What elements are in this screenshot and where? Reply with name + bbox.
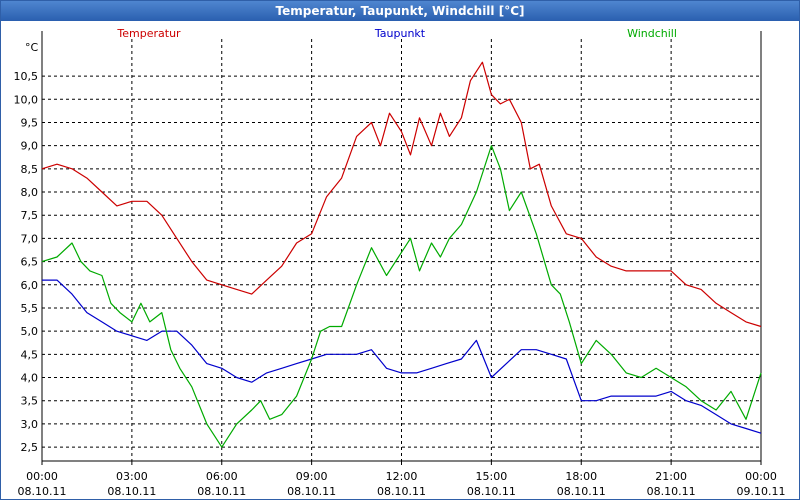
x-tick-time: 15:00: [476, 470, 508, 483]
x-tick-date: 08.10.11: [197, 485, 246, 498]
y-tick-label: 8,0: [21, 186, 39, 199]
x-tick-date: 09.10.11: [737, 485, 786, 498]
x-tick-time: 06:00: [206, 470, 238, 483]
x-tick-date: 08.10.11: [647, 485, 696, 498]
legend: Temperatur Taupunkt Windchill: [116, 27, 677, 40]
x-tick-time: 09:00: [296, 470, 328, 483]
y-tick-label: 9,5: [21, 116, 39, 129]
x-tick-time: 21:00: [655, 470, 687, 483]
y-tick-label: 6,5: [21, 256, 39, 269]
x-tick-date: 08.10.11: [18, 485, 67, 498]
axes: [41, 31, 762, 465]
y-tick-label: 6,0: [21, 279, 39, 292]
y-tick-label: 10,0: [14, 93, 39, 106]
grid-lines: [42, 39, 761, 461]
series-line-taupunkt: [42, 279, 762, 434]
y-tick-label: 5,5: [21, 302, 39, 315]
x-tick-time: 18:00: [565, 470, 597, 483]
y-tick-label: 10,5: [14, 70, 39, 83]
x-tick-date: 08.10.11: [467, 485, 516, 498]
x-tick-date: 08.10.11: [107, 485, 156, 498]
y-tick-label: 3,0: [21, 418, 39, 431]
y-tick-label: 4,5: [21, 348, 39, 361]
series-lines: [41, 61, 762, 448]
y-tick-label: 2,5: [21, 441, 39, 454]
x-tick-time: 00:00: [26, 470, 58, 483]
series-line-windchill: [41, 145, 762, 448]
chart-title: Temperatur, Taupunkt, Windchill [°C]: [1, 1, 799, 21]
y-axis-unit: °C: [25, 41, 39, 54]
y-tick-label: 7,5: [21, 209, 39, 222]
x-tick-date: 08.10.11: [377, 485, 426, 498]
legend-entry-temperatur: Temperatur: [116, 27, 181, 40]
legend-entry-windchill: Windchill: [627, 27, 677, 40]
legend-entry-taupunkt: Taupunkt: [374, 27, 426, 40]
x-tick-time: 12:00: [386, 470, 418, 483]
y-tick-label: 5,0: [21, 325, 39, 338]
y-tick-label: 7,0: [21, 232, 39, 245]
x-tick-date: 08.10.11: [287, 485, 336, 498]
tick-labels: 2,5 3,0 3,5 4,0 4,5 5,0 5,5 6,0 6,5 7,0 7,5 8,0 8,5 9…: [14, 41, 786, 498]
series-line-temperatur: [41, 61, 762, 328]
y-tick-label: 9,0: [21, 140, 39, 153]
x-tick-time: 00:00: [745, 470, 777, 483]
y-tick-label: 8,5: [21, 163, 39, 176]
y-tick-label: 4,0: [21, 372, 39, 385]
x-tick-time: 03:00: [116, 470, 148, 483]
y-tick-label: 3,5: [21, 395, 39, 408]
x-tick-date: 08.10.11: [557, 485, 606, 498]
